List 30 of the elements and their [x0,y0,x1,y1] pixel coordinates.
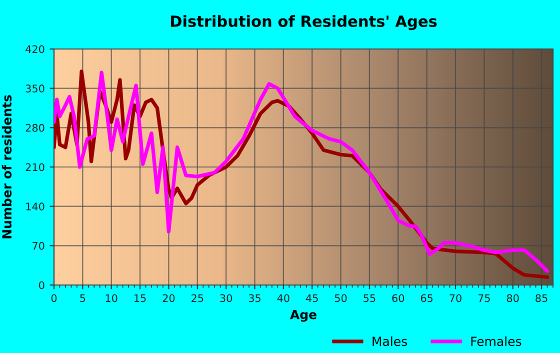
y-axis-title: Number of residents [2,95,12,238]
y-tick-label: 280 [26,124,44,132]
x-tick-label: 0 [51,294,57,302]
y-tick-label: 70 [32,242,44,250]
x-tick-label: 40 [277,294,290,302]
y-tick-label: 210 [26,163,44,172]
x-tick-label: 85 [536,294,548,302]
x-tick-label: 75 [478,294,490,302]
x-tick-label: 65 [420,294,433,302]
y-tick-label: 350 [26,84,44,92]
chart-title: Distribution of Residents' Ages [170,15,437,30]
x-tick-label: 80 [506,294,519,302]
y-tick-label: 140 [26,202,44,210]
x-tick-label: 10 [106,294,118,302]
x-tick-label: 30 [220,294,232,302]
x-tick-label: 70 [450,294,462,302]
y-tick-label: 420 [26,45,44,54]
x-tick-label: 55 [364,294,376,302]
legend-label: Males [372,336,407,346]
x-tick-label: 5 [80,294,86,302]
legend-label: Females [471,336,522,346]
x-tick-label: 20 [162,294,175,302]
y-tick-label: 0 [39,281,44,290]
x-tick-label: 60 [392,294,404,302]
x-tick-label: 50 [334,294,347,302]
x-axis-title: Age [290,310,316,322]
x-tick-label: 35 [248,294,260,302]
x-tick-label: 45 [306,294,318,302]
x-tick-label: 25 [192,294,204,302]
x-tick-label: 15 [134,294,146,302]
